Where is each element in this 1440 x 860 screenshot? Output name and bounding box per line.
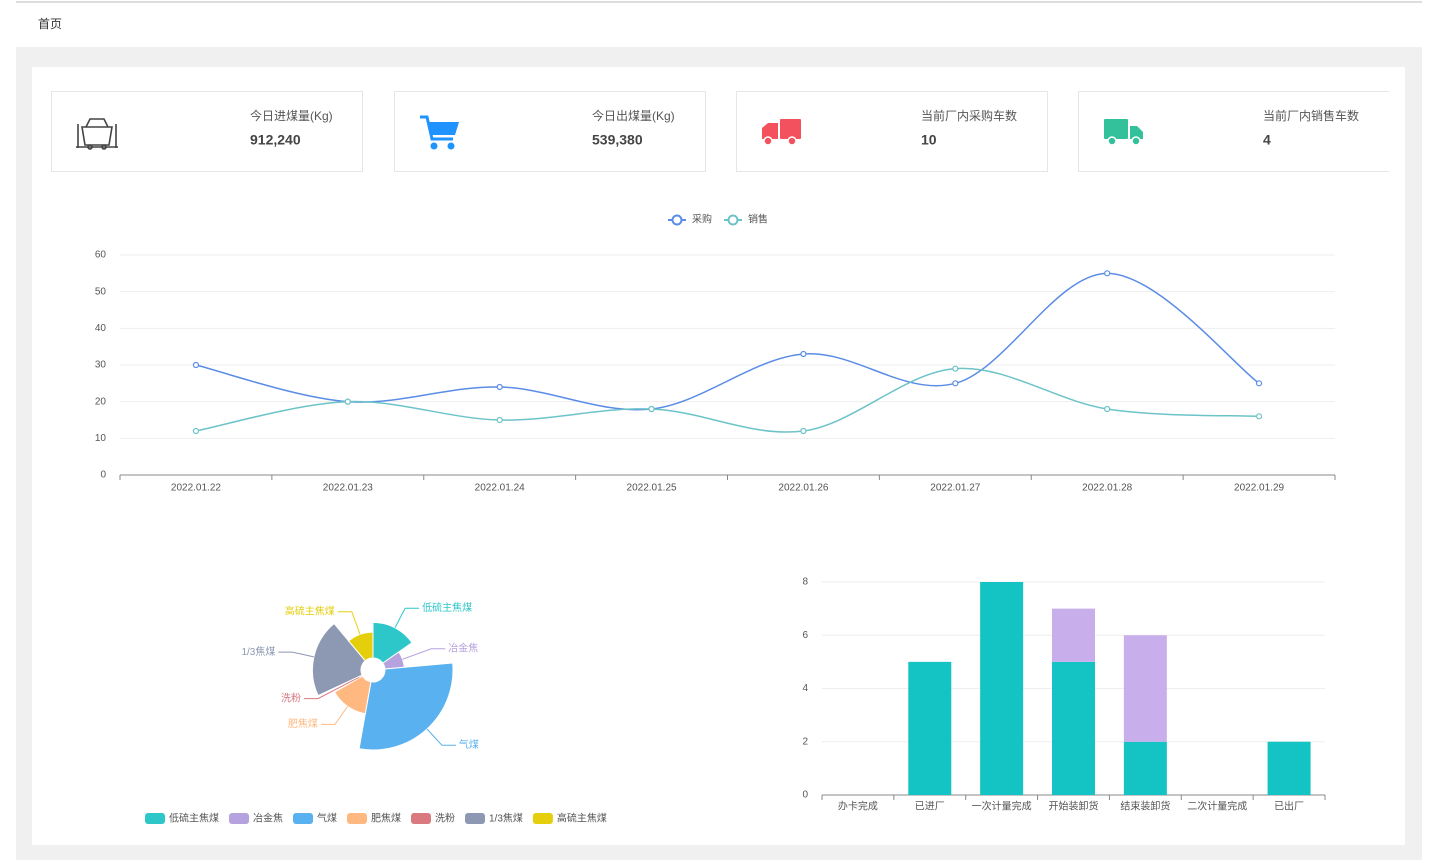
legend-marker bbox=[673, 216, 682, 225]
data-point bbox=[801, 429, 806, 434]
y-tick-label: 6 bbox=[802, 630, 808, 641]
slice-label: 气煤 bbox=[459, 738, 479, 751]
y-tick-label: 30 bbox=[95, 360, 107, 371]
card-label: 当前厂内销售车数 bbox=[1263, 108, 1359, 123]
legend-swatch bbox=[411, 813, 431, 824]
data-point bbox=[193, 429, 198, 434]
data-point bbox=[649, 407, 654, 412]
slice-label: 1/3焦煤 bbox=[241, 645, 275, 658]
legend-label: 采购 bbox=[692, 213, 712, 226]
bar-segment bbox=[1052, 662, 1095, 795]
data-point bbox=[801, 352, 806, 357]
data-point bbox=[953, 366, 958, 371]
legend-label: 洗粉 bbox=[435, 812, 455, 825]
legend-label: 1/3焦煤 bbox=[489, 812, 523, 825]
card: 当前厂内销售车数 4 bbox=[1079, 92, 1399, 172]
x-tick-label: 2022.01.27 bbox=[930, 483, 980, 494]
x-tick-label: 2022.01.26 bbox=[778, 483, 828, 494]
legend-label: 肥焦煤 bbox=[371, 812, 401, 825]
data-point bbox=[1105, 407, 1110, 412]
card-value: 10 bbox=[921, 132, 937, 148]
x-tick-label: 2022.01.29 bbox=[1234, 483, 1284, 494]
legend-swatch bbox=[229, 813, 249, 824]
card-label: 今日进煤量(Kg) bbox=[250, 108, 333, 123]
card: 今日出煤量(Kg) 539,380 bbox=[395, 92, 706, 172]
y-tick-label: 40 bbox=[95, 323, 107, 334]
bar-segment bbox=[1052, 609, 1095, 662]
x-tick-label: 结束装卸货 bbox=[1120, 800, 1170, 813]
x-tick-label: 2022.01.23 bbox=[323, 483, 373, 494]
x-tick-label: 已进厂 bbox=[915, 801, 945, 813]
x-tick-label: 2022.01.22 bbox=[171, 483, 221, 494]
slice-label: 低硫主焦煤 bbox=[422, 601, 472, 614]
panel bbox=[32, 67, 1405, 845]
card-clip bbox=[1389, 67, 1405, 187]
legend-swatch bbox=[533, 813, 553, 824]
x-tick-label: 办卡完成 bbox=[838, 800, 878, 813]
card-value: 912,240 bbox=[250, 132, 301, 148]
legend-swatch bbox=[465, 813, 485, 824]
card-label: 当前厂内采购车数 bbox=[921, 108, 1017, 123]
breadcrumb[interactable]: 首页 bbox=[38, 17, 62, 31]
slice-label: 洗粉 bbox=[281, 691, 301, 704]
x-tick-label: 2022.01.25 bbox=[627, 483, 677, 494]
card-value: 539,380 bbox=[592, 132, 643, 148]
legend-marker bbox=[729, 216, 738, 225]
bar-segment bbox=[1268, 742, 1311, 795]
y-tick-label: 4 bbox=[802, 683, 808, 694]
card: 当前厂内采购车数 10 bbox=[737, 92, 1048, 172]
bar-segment bbox=[908, 662, 951, 795]
data-point bbox=[193, 363, 198, 368]
x-tick-label: 二次计量完成 bbox=[1187, 800, 1247, 813]
data-point bbox=[1257, 414, 1262, 419]
data-point bbox=[497, 418, 502, 423]
data-point bbox=[345, 399, 350, 404]
y-tick-label: 2 bbox=[802, 736, 808, 747]
legend-swatch bbox=[145, 813, 165, 824]
y-tick-label: 8 bbox=[802, 577, 808, 588]
bar-segment bbox=[980, 582, 1023, 795]
y-tick-label: 60 bbox=[95, 250, 107, 261]
card-label: 今日出煤量(Kg) bbox=[592, 108, 675, 123]
x-tick-label: 2022.01.28 bbox=[1082, 483, 1132, 494]
x-tick-label: 一次计量完成 bbox=[972, 800, 1032, 813]
x-tick-label: 2022.01.24 bbox=[475, 483, 525, 494]
y-tick-label: 0 bbox=[100, 470, 106, 481]
data-point bbox=[1257, 381, 1262, 386]
bar-segment bbox=[1124, 635, 1167, 742]
card: 今日进煤量(Kg) 912,240 bbox=[52, 92, 363, 172]
y-tick-label: 20 bbox=[95, 396, 107, 407]
slice-label: 肥焦煤 bbox=[288, 717, 318, 730]
legend-label: 气煤 bbox=[317, 812, 337, 825]
legend-swatch bbox=[293, 813, 313, 824]
data-point bbox=[1105, 271, 1110, 276]
legend-label: 销售 bbox=[748, 213, 768, 226]
bar-segment bbox=[1124, 742, 1167, 795]
data-point bbox=[497, 385, 502, 390]
legend-swatch bbox=[347, 813, 367, 824]
slice-label: 高硫主焦煤 bbox=[285, 604, 335, 617]
card-value: 4 bbox=[1263, 132, 1271, 148]
x-tick-label: 已出厂 bbox=[1274, 800, 1304, 813]
legend-label: 低硫主焦煤 bbox=[169, 812, 219, 825]
y-tick-label: 50 bbox=[95, 286, 107, 297]
legend-label: 冶金焦 bbox=[253, 812, 283, 825]
data-point bbox=[953, 381, 958, 386]
card-box bbox=[52, 92, 363, 172]
legend-label: 高硫主焦煤 bbox=[557, 812, 607, 825]
y-tick-label: 0 bbox=[802, 790, 808, 801]
x-tick-label: 开始装卸货 bbox=[1049, 800, 1099, 813]
slice-label: 冶金焦 bbox=[448, 641, 478, 654]
y-tick-label: 10 bbox=[95, 433, 107, 444]
